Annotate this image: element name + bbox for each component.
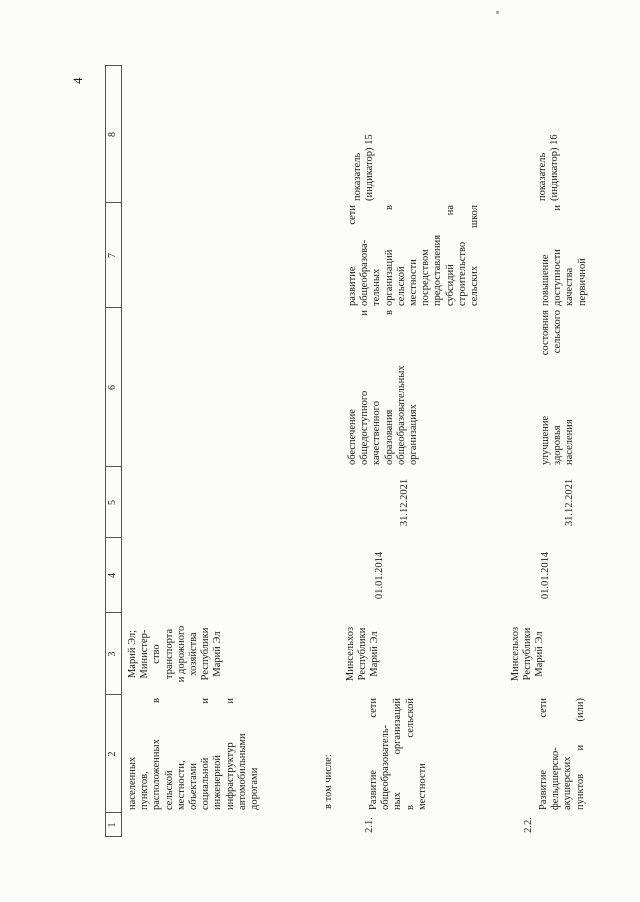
cell-task: населенных пунктов, расположенных в сельско… [127,698,261,810]
column-header-3: 3 [107,651,118,657]
cell-start-date: 01.01.2014 [540,551,551,600]
header-bottom-rule [121,65,122,837]
cell-number: 2.2. [523,817,534,833]
cell-end-date: 31.12.2021 [399,478,410,527]
cell-mechanism: развитие сети общеобразова-тельных организ… [347,205,481,306]
cell-end-date: 31.12.2021 [564,478,575,527]
cell-task: Развитие сети фельдшерско-акушерских пункт… [538,698,586,810]
column-header-7: 7 [107,253,118,258]
cell-executor: Минсельхоз Республики Марий Эл [510,626,546,682]
column-header-4: 4 [107,573,118,578]
page-number: 4 [70,77,85,85]
scan-speck [496,11,499,14]
cell-indicator-link: показатель (индикатор) 15 [352,134,376,201]
cell-number: 2.1. [364,817,375,833]
cell-executor: Марий Эл; Министер-ство транспорта и дорожн… [127,625,224,683]
column-header-1: 1 [107,822,118,828]
cell-executor: Минсельхоз Республики Марий Эл [345,626,381,682]
cell-expected-result: улучшение состояния здоровья сельского нас… [540,310,576,465]
column-header-2: 2 [107,751,118,757]
column-header-8: 8 [107,132,118,137]
column-header-6: 6 [107,385,118,390]
cell-task: в том числе: [323,754,334,809]
column-header-5: 5 [107,500,118,505]
cell-start-date: 01.01.2014 [374,551,385,600]
cell-mechanism: повышение доступности и качества первичной [540,205,588,306]
cell-expected-result: обеспечение общедоступного и качественного… [347,310,420,465]
cell-task: Развитие сети общеобразователь-ных органи… [368,698,428,810]
cell-indicator-link: показатель (индикатор) 16 [537,134,561,201]
